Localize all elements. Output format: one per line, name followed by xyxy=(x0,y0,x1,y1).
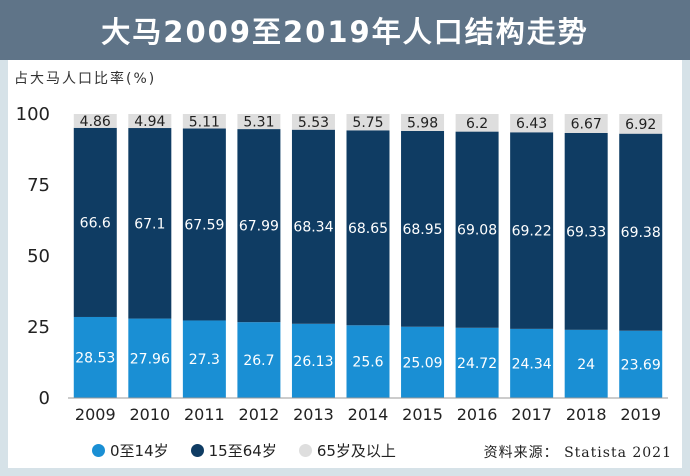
data-label-0-14: 25.09 xyxy=(402,355,442,371)
data-label-65-plus: 5.75 xyxy=(352,115,383,131)
bar-segment-0-14 xyxy=(291,323,335,398)
y-tick-label: 50 xyxy=(27,246,50,267)
legend-label-15-64: 15至64岁 xyxy=(208,442,277,460)
data-label-65-plus: 6.67 xyxy=(571,116,602,132)
bar-segment-65-plus xyxy=(73,114,117,128)
data-label-15-64: 69.33 xyxy=(566,224,606,240)
data-label-0-14: 23.69 xyxy=(621,357,661,373)
bar-segment-0-14 xyxy=(564,329,608,398)
data-label-65-plus: 5.31 xyxy=(243,115,274,131)
bar-segment-65-plus xyxy=(455,114,499,132)
bar-segment-65-plus xyxy=(291,114,335,130)
bar-segment-65-plus xyxy=(182,114,226,129)
data-label-0-14: 28.53 xyxy=(75,350,115,366)
legend-swatch-0-14 xyxy=(92,444,105,457)
x-tick-label: 2017 xyxy=(511,405,552,424)
data-label-0-14: 27.96 xyxy=(130,351,170,367)
data-label-0-14: 26.7 xyxy=(243,353,274,369)
data-label-65-plus: 4.86 xyxy=(80,114,111,130)
bar-segment-0-14 xyxy=(237,322,281,398)
data-label-15-64: 68.65 xyxy=(348,221,388,237)
legend-label-65-plus: 65岁及以上 xyxy=(316,442,396,460)
y-tick-label: 75 xyxy=(27,175,50,196)
legend-item-0-14: 0至14岁 xyxy=(92,440,169,461)
bar-segment-15-64 xyxy=(128,128,172,319)
bar-segment-65-plus xyxy=(237,114,281,130)
x-tick-label: 2009 xyxy=(75,405,116,424)
data-label-0-14: 25.6 xyxy=(352,355,383,371)
y-tick-label: 0 xyxy=(39,388,50,409)
data-label-65-plus: 6.2 xyxy=(466,116,488,132)
data-label-15-64: 68.95 xyxy=(402,222,442,238)
bar-segment-0-14 xyxy=(455,327,499,398)
data-label-15-64: 69.38 xyxy=(621,225,661,241)
bar-segment-65-plus xyxy=(128,114,172,129)
bar-segment-0-14 xyxy=(401,326,445,398)
x-tick-label: 2011 xyxy=(184,405,225,424)
bar-segment-15-64 xyxy=(237,129,281,323)
data-label-0-14: 27.3 xyxy=(189,352,220,368)
data-label-65-plus: 6.43 xyxy=(516,116,547,132)
data-label-65-plus: 5.98 xyxy=(407,115,438,131)
bar-segment-0-14 xyxy=(619,330,663,398)
x-tick-label: 2019 xyxy=(620,405,661,424)
bar-segment-0-14 xyxy=(73,316,117,398)
x-tick-label: 2014 xyxy=(348,405,389,424)
bar-segment-15-64 xyxy=(401,130,445,327)
y-tick-label: 25 xyxy=(27,317,50,338)
legend-swatch-65-plus xyxy=(298,444,312,457)
data-label-15-64: 66.6 xyxy=(80,215,111,231)
x-tick-label: 2013 xyxy=(293,405,334,424)
bar-segment-15-64 xyxy=(564,132,608,330)
data-label-0-14: 24.34 xyxy=(512,356,552,372)
bar-segment-15-64 xyxy=(619,133,663,331)
bar-segment-15-64 xyxy=(346,130,390,326)
y-axis-unit-label: 占大马人口比率(%) xyxy=(14,71,157,87)
data-label-65-plus: 5.11 xyxy=(189,114,220,130)
bar-segment-65-plus xyxy=(401,113,445,131)
data-label-15-64: 68.34 xyxy=(293,220,333,236)
data-label-15-64: 69.08 xyxy=(457,223,497,239)
bar-segment-0-14 xyxy=(128,318,172,398)
data-label-65-plus: 6.92 xyxy=(625,117,656,133)
y-tick-label: 100 xyxy=(16,104,50,125)
bar-segment-65-plus xyxy=(564,114,608,133)
legend-item-65-plus: 65岁及以上 xyxy=(298,440,396,461)
data-label-0-14: 24.72 xyxy=(457,356,497,372)
legend-label-0-14: 0至14岁 xyxy=(110,442,169,460)
data-label-65-plus: 5.53 xyxy=(298,115,329,131)
bar-segment-15-64 xyxy=(455,131,499,328)
source-note: 资料来源： Statista 2021 xyxy=(483,445,672,461)
bar-segment-15-64 xyxy=(510,132,554,329)
bar-segment-65-plus xyxy=(619,114,663,134)
data-label-15-64: 67.1 xyxy=(134,216,165,232)
bar-segment-0-14 xyxy=(182,320,226,398)
bar-segment-0-14 xyxy=(346,325,390,398)
bar-segment-65-plus xyxy=(510,114,554,133)
data-label-0-14: 24 xyxy=(577,357,595,373)
x-tick-label: 2015 xyxy=(402,405,443,424)
legend: 0至14岁 15至64岁 65岁及以上 xyxy=(92,440,418,461)
bar-segment-15-64 xyxy=(291,129,335,324)
bar-segment-0-14 xyxy=(510,328,554,398)
x-tick-label: 2010 xyxy=(129,405,170,424)
bar-segment-15-64 xyxy=(73,127,117,317)
x-tick-label: 2016 xyxy=(457,405,498,424)
data-label-15-64: 69.22 xyxy=(512,224,552,240)
legend-item-15-64: 15至64岁 xyxy=(190,440,277,461)
chart-title: 大马2009至2019年人口结构走势 xyxy=(0,0,690,60)
bar-segment-15-64 xyxy=(182,128,226,321)
bar-segment-65-plus xyxy=(346,114,390,131)
data-label-65-plus: 4.94 xyxy=(134,114,165,130)
data-label-0-14: 26.13 xyxy=(293,354,333,370)
data-label-15-64: 67.99 xyxy=(239,219,279,235)
x-tick-label: 2012 xyxy=(239,405,280,424)
x-tick-label: 2018 xyxy=(566,405,607,424)
data-label-15-64: 67.59 xyxy=(184,217,224,233)
legend-swatch-15-64 xyxy=(190,444,204,457)
